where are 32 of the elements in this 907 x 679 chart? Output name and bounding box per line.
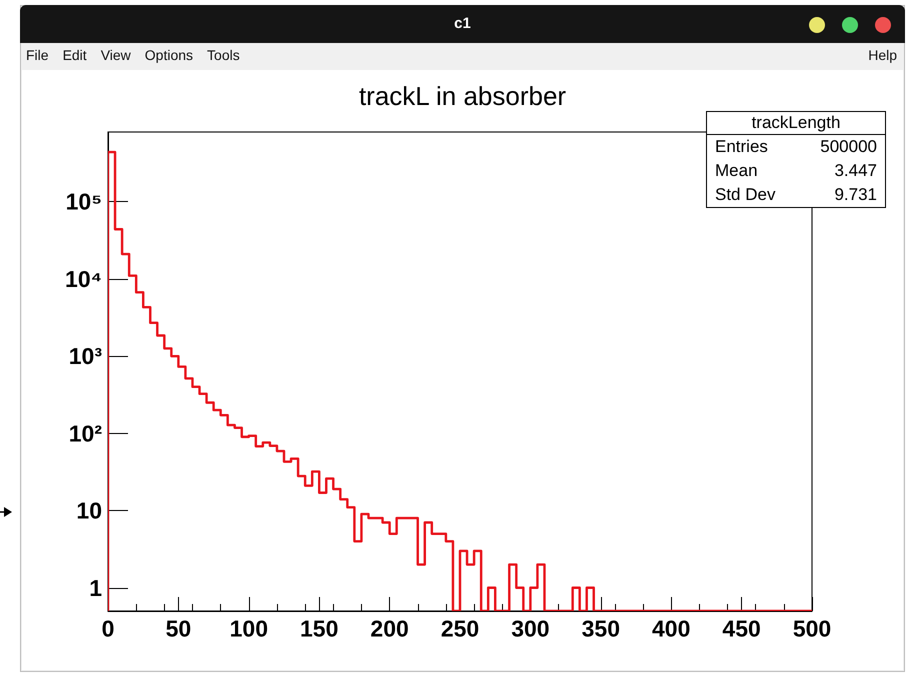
y-tick-label: 10⁵: [66, 188, 102, 215]
y-tick-label: 10²: [68, 420, 102, 446]
x-tick-label: 100: [230, 616, 268, 642]
x-tick-label: 500: [792, 616, 832, 642]
text: c1: [453, 15, 472, 32]
annotation: Mean: [715, 160, 758, 182]
text: 3.447: [834, 160, 877, 182]
y-tick-label: 1: [89, 574, 102, 601]
chart-title: trackL in absorber: [358, 81, 566, 111]
annotation: Std Dev: [715, 184, 776, 206]
x-tick-label: 50: [166, 616, 192, 642]
text: Help: [868, 47, 897, 63]
text: File: [26, 47, 49, 63]
text: Tools: [207, 47, 240, 63]
text: trackLength: [707, 112, 885, 135]
x-tick-label: 350: [582, 616, 620, 642]
text: Edit: [62, 47, 87, 63]
text: View: [100, 47, 131, 63]
x-tick-label: 450: [722, 616, 761, 642]
text: Options: [144, 47, 194, 63]
x-tick-label: 250: [440, 616, 480, 642]
y-tick-label: 10³: [68, 343, 102, 370]
x-tick-label: 0: [102, 616, 114, 642]
x-tick-label: 200: [370, 616, 409, 642]
annotation: Entries: [715, 136, 768, 158]
x-tick-label: 300: [511, 616, 550, 642]
y-tick-label: 10: [76, 498, 102, 524]
x-tick-label: 400: [652, 616, 690, 642]
x-tick-label: 150: [300, 616, 338, 642]
text: 9.731: [834, 184, 877, 206]
y-tick-label: 10⁴: [65, 266, 102, 292]
text: 500000: [820, 136, 877, 158]
